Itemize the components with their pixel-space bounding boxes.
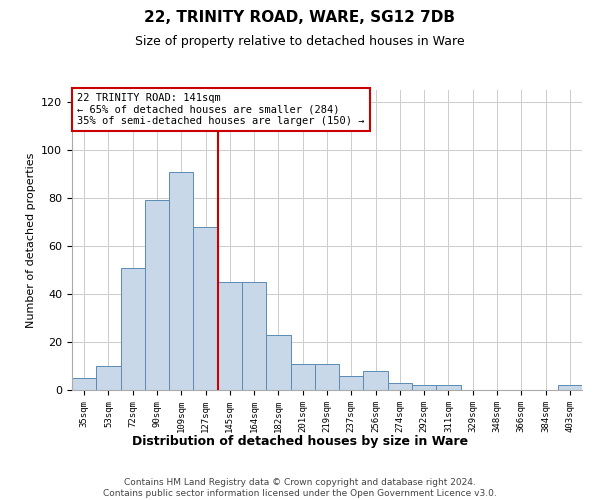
- Bar: [169, 172, 193, 390]
- Bar: [193, 227, 218, 390]
- Bar: [242, 282, 266, 390]
- Bar: [339, 376, 364, 390]
- Bar: [290, 364, 315, 390]
- Bar: [96, 366, 121, 390]
- Bar: [388, 383, 412, 390]
- Text: 22 TRINITY ROAD: 141sqm
← 65% of detached houses are smaller (284)
35% of semi-d: 22 TRINITY ROAD: 141sqm ← 65% of detache…: [77, 93, 365, 126]
- Text: Size of property relative to detached houses in Ware: Size of property relative to detached ho…: [135, 35, 465, 48]
- Bar: [315, 364, 339, 390]
- Bar: [558, 385, 582, 390]
- Bar: [72, 378, 96, 390]
- Bar: [364, 371, 388, 390]
- Bar: [218, 282, 242, 390]
- Bar: [266, 335, 290, 390]
- Bar: [412, 385, 436, 390]
- Text: Distribution of detached houses by size in Ware: Distribution of detached houses by size …: [132, 435, 468, 448]
- Text: 22, TRINITY ROAD, WARE, SG12 7DB: 22, TRINITY ROAD, WARE, SG12 7DB: [145, 10, 455, 25]
- Y-axis label: Number of detached properties: Number of detached properties: [26, 152, 35, 328]
- Text: Contains HM Land Registry data © Crown copyright and database right 2024.
Contai: Contains HM Land Registry data © Crown c…: [103, 478, 497, 498]
- Bar: [436, 385, 461, 390]
- Bar: [145, 200, 169, 390]
- Bar: [121, 268, 145, 390]
